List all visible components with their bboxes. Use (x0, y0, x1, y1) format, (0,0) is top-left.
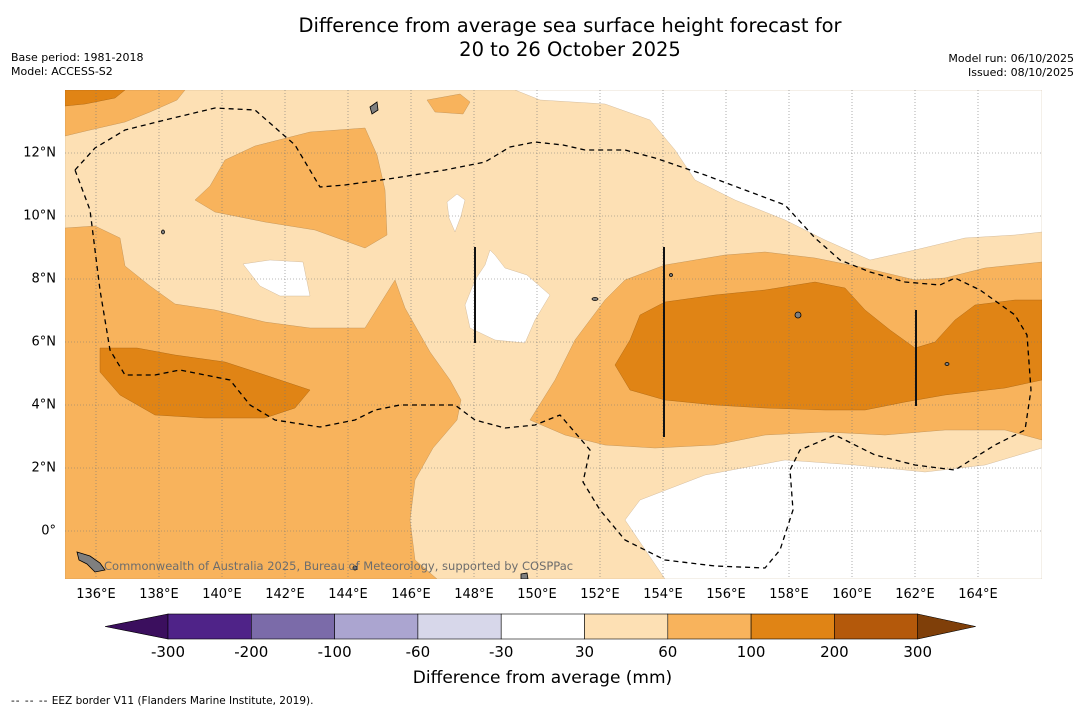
y-tick-label: 2°N (31, 460, 57, 476)
map-credit: Commonwealth of Australia 2025, Bureau o… (104, 559, 574, 573)
model-name: Model: ACCESS-S2 (11, 65, 113, 78)
colorbar-tick-label: 60 (658, 643, 678, 661)
eez-border (74, 107, 1032, 569)
colorbar-segment (667, 613, 752, 640)
contour-below-30-blob1 (242, 259, 311, 297)
island-6 (161, 229, 165, 235)
island-7 (591, 297, 599, 301)
y-tick-label: 10°N (23, 208, 56, 224)
contour-100-200-east (614, 281, 1042, 411)
y-tick-label: 6°N (31, 334, 57, 350)
x-tick-label: 148°E (454, 587, 494, 602)
contour-100-200-west (99, 347, 311, 419)
title-line-1: Difference from average sea surface heig… (298, 14, 842, 37)
x-tick-label: 164°E (958, 587, 998, 602)
meta-right: Model run: 06/10/2025 Issued: 08/10/2025 (948, 52, 1074, 80)
colorbar-tick-label: 30 (574, 643, 595, 661)
issued-date: Issued: 08/10/2025 (967, 66, 1074, 79)
model-run: Model run: 06/10/2025 (948, 52, 1074, 65)
title-line-2: 20 to 26 October 2025 (459, 38, 681, 61)
x-tick-label: 152°E (580, 587, 620, 602)
colorbar-extend-high (917, 613, 976, 640)
x-tick-label: 158°E (769, 587, 809, 602)
colorbar-tick-label: 300 (903, 643, 933, 661)
y-tick-label: 4°N (31, 397, 57, 413)
colorbar-tick-label: -60 (405, 643, 431, 661)
colorbar-segment (334, 613, 419, 640)
x-tick-label: 138°E (139, 587, 179, 602)
colorbar-segment (750, 613, 835, 640)
island-5 (944, 362, 950, 366)
x-tick-label: 140°E (202, 587, 242, 602)
colorbar-segment (834, 613, 919, 640)
contour-60-100-small (426, 93, 471, 115)
colorbar-tick-label: -100 (317, 643, 352, 661)
island-1 (369, 101, 379, 115)
colorbar-tick-label: -30 (488, 643, 514, 661)
x-tick-label: 146°E (391, 587, 431, 602)
x-tick-label: 142°E (265, 587, 305, 602)
footer-note: -- -- -- EEZ border V11 (Flanders Marine… (11, 695, 313, 707)
y-tick-label: 12°N (23, 145, 56, 161)
x-tick-label: 156°E (706, 587, 746, 602)
x-tick-label: 162°E (895, 587, 935, 602)
contour-below-30-east (514, 90, 1042, 261)
colorbar-tick-label: 200 (820, 643, 849, 661)
x-tick-label: 144°E (328, 587, 368, 602)
colorbar-segment (251, 613, 335, 640)
colorbar-tick-label: 100 (736, 643, 766, 661)
contour-60-100-north (194, 127, 388, 249)
x-tick-label: 154°E (643, 587, 683, 602)
colorbar-title: Difference from average (mm) (412, 668, 673, 688)
forecast-map (65, 90, 1042, 579)
eez-legend-dash: -- -- -- (11, 695, 49, 707)
colorbar-segment (167, 613, 252, 640)
colorbar-segment (584, 613, 669, 640)
island-4 (794, 311, 802, 319)
x-tick-label: 160°E (832, 587, 872, 602)
meta-left: Base period: 1981-2018 Model: ACCESS-S2 (11, 51, 143, 79)
y-tick-label: 8°N (31, 271, 57, 287)
colorbar (105, 613, 976, 640)
island-2 (76, 551, 106, 573)
colorbar-segment (417, 613, 502, 640)
colorbar-tick-label: -300 (150, 643, 186, 661)
island-8 (669, 273, 673, 277)
eez-legend-text: EEZ border V11 (Flanders Marine Institut… (51, 695, 314, 707)
colorbar-segment (500, 613, 585, 640)
x-tick-label: 136°E (76, 587, 116, 602)
chart-title: Difference from average sea surface heig… (0, 14, 1085, 62)
y-tick-label: 0° (41, 523, 56, 539)
base-period: Base period: 1981-2018 (11, 51, 144, 64)
contour-100-200-topleft (65, 90, 126, 107)
islands (76, 101, 950, 579)
island-9 (352, 565, 358, 571)
colorbar-tick-label: -200 (234, 643, 269, 661)
contour-below-30-south (624, 447, 1042, 579)
transect-lines (474, 247, 917, 437)
island-3 (520, 572, 529, 579)
x-tick-label: 150°E (517, 587, 557, 602)
colorbar-extend-low (105, 613, 169, 640)
